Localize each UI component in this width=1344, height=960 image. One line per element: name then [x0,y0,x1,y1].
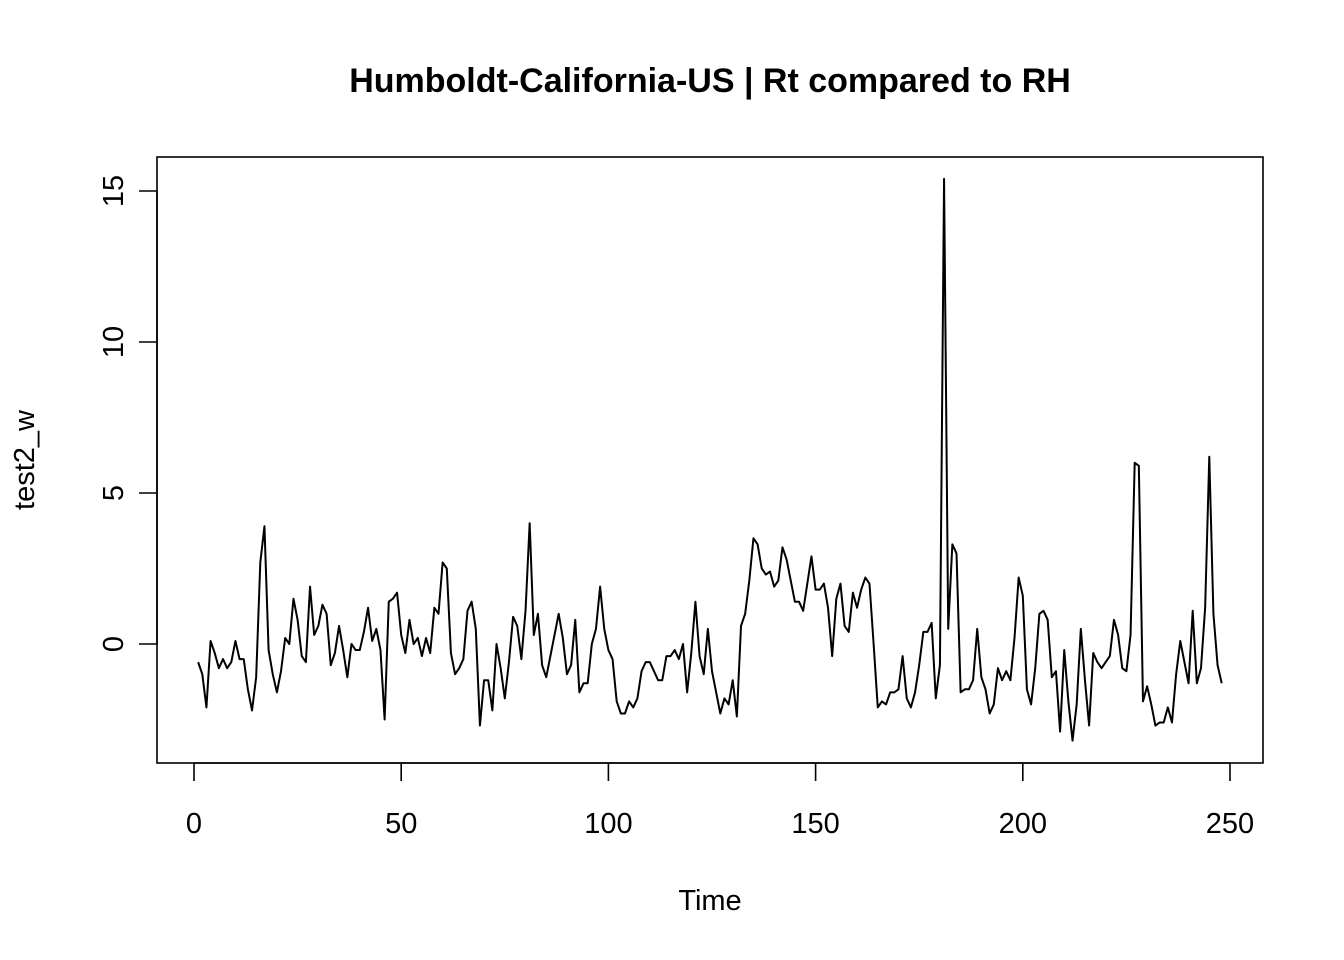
x-tick-label: 200 [999,808,1047,840]
y-tick-label: 5 [98,485,130,501]
y-tick-label: 15 [98,175,130,207]
x-tick-label: 50 [385,808,417,840]
x-axis: 0 50 100 150 200 250 [186,762,1254,840]
x-axis-label: Time [678,885,741,917]
y-axis: 0 5 10 15 [98,175,158,652]
series-layer [197,177,1223,742]
x-tick-label: 0 [186,808,202,840]
x-tick-label: 250 [1206,808,1254,840]
x-tick-label: 150 [791,808,839,840]
y-tick-label: 0 [98,636,130,652]
chart-title: Humboldt-California-US | Rt compared to … [349,62,1071,100]
x-tick-label: 100 [584,808,632,840]
y-axis-label: test2_w [9,409,41,510]
plot-frame [156,156,1264,764]
series-line [197,177,1223,742]
y-tick-label: 10 [98,326,130,358]
